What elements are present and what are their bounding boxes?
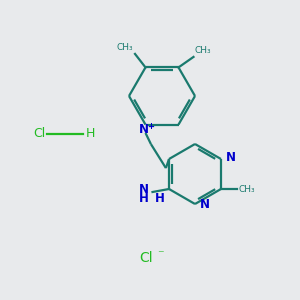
Text: Cl: Cl <box>33 127 45 140</box>
Text: Cl: Cl <box>140 251 153 265</box>
Text: N: N <box>226 151 236 164</box>
Text: ⁻: ⁻ <box>158 248 164 262</box>
Text: N: N <box>200 197 209 211</box>
Text: +: + <box>147 122 154 130</box>
Text: H: H <box>139 191 149 205</box>
Text: N: N <box>139 124 149 136</box>
Text: N: N <box>139 183 149 196</box>
Text: CH₃: CH₃ <box>194 46 211 55</box>
Text: H: H <box>155 191 165 205</box>
Text: H: H <box>85 127 95 140</box>
Text: CH₃: CH₃ <box>239 184 256 194</box>
Text: CH₃: CH₃ <box>117 43 134 52</box>
